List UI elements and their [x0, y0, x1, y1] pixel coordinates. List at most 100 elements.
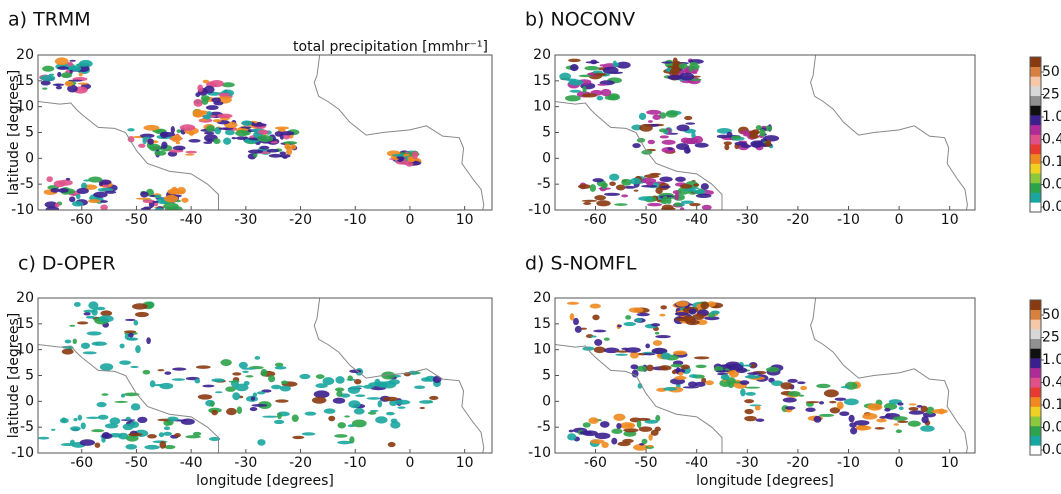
rain-cell	[206, 125, 215, 132]
rain-cell	[897, 420, 909, 423]
rain-cell	[660, 305, 667, 310]
rain-cell	[79, 439, 95, 446]
rain-cell	[695, 364, 707, 369]
rain-cell	[670, 363, 683, 368]
rain-cell	[688, 374, 699, 378]
rain-cell	[751, 142, 763, 148]
rain-cell	[740, 144, 752, 148]
rain-cell	[291, 414, 299, 422]
rain-cell	[203, 85, 215, 94]
rain-cell	[98, 315, 114, 323]
rain-cell	[393, 158, 399, 161]
colorbar-segment	[1030, 367, 1041, 378]
rain-cell	[651, 323, 661, 327]
y-tick-label: 10	[533, 99, 551, 115]
rain-cell	[206, 111, 212, 116]
rain-cell	[686, 148, 691, 154]
rain-cell	[69, 59, 76, 62]
rain-cell	[641, 438, 648, 444]
rain-cell	[678, 63, 688, 69]
x-tick-label: -60	[584, 212, 607, 228]
rain-cell	[205, 105, 219, 111]
rain-cell	[667, 147, 674, 151]
rain-cell	[390, 421, 401, 429]
colorbar-label: 0.40	[1042, 132, 1061, 148]
rain-cell	[209, 79, 224, 88]
colorbar-segment	[1030, 377, 1041, 388]
colorbar-segment	[1030, 202, 1041, 213]
y-tick-label: 15	[533, 316, 551, 332]
rain-cell	[694, 142, 709, 148]
rain-cell	[692, 189, 706, 194]
rain-cell	[645, 343, 651, 349]
rain-cell	[564, 95, 581, 102]
rain-cell	[280, 131, 295, 136]
rain-cell	[800, 385, 808, 391]
rain-cell	[139, 133, 155, 138]
rain-cell	[262, 415, 278, 418]
rain-cell	[621, 194, 629, 198]
rain-cell	[125, 434, 139, 442]
rain-cell	[683, 188, 697, 192]
rain-cell	[67, 84, 78, 93]
colorbar-segment	[1030, 182, 1041, 193]
colorbar-label: 1.00	[1042, 352, 1061, 368]
y-tick-label: -10	[528, 445, 551, 461]
rain-cell	[614, 203, 628, 206]
rain-cell	[908, 406, 919, 411]
y-tick-label: 5	[25, 125, 34, 141]
rain-cell	[897, 402, 904, 406]
rain-cell	[86, 331, 102, 336]
rain-cell	[679, 184, 693, 189]
rain-cell	[80, 422, 86, 430]
rain-cell	[755, 125, 762, 131]
rain-cell	[127, 128, 135, 132]
rain-cell	[603, 347, 620, 354]
rain-cell	[585, 61, 600, 64]
rain-cell	[235, 129, 249, 137]
rain-cell	[299, 373, 311, 380]
y-tick-label: 5	[25, 368, 34, 384]
colorbar-label: 50.00	[1042, 307, 1061, 323]
rain-cell	[879, 415, 888, 419]
rain-cell	[724, 144, 730, 151]
rain-cell	[601, 441, 609, 448]
y-tick-label: -5	[20, 419, 34, 435]
rain-cell	[257, 129, 269, 135]
rain-cell	[403, 153, 410, 157]
rain-cell	[256, 391, 266, 395]
rain-cell	[148, 143, 161, 152]
rain-cell	[679, 207, 685, 210]
rain-cell	[170, 186, 178, 195]
rain-cell	[716, 134, 730, 139]
rain-cell	[224, 129, 235, 136]
colorbar-segment	[1030, 435, 1041, 446]
rain-cell	[662, 195, 668, 202]
rain-cell	[170, 134, 182, 143]
rain-cell	[241, 367, 256, 370]
rain-cell	[663, 387, 678, 391]
rain-cell	[322, 377, 335, 386]
rain-cell	[658, 128, 668, 133]
rain-cell	[840, 385, 851, 389]
rain-cell	[645, 418, 651, 421]
rain-cell	[577, 184, 591, 189]
x-tick-label: -50	[635, 212, 658, 228]
rain-cell	[212, 119, 222, 123]
rain-cell	[348, 400, 361, 409]
rain-cell	[143, 124, 160, 131]
rain-cell	[744, 375, 761, 379]
rain-cell	[797, 381, 806, 385]
rain-cell	[60, 72, 73, 79]
rain-cell	[128, 332, 134, 338]
rain-cell	[163, 431, 172, 436]
rain-cell	[249, 406, 258, 412]
rain-cell	[129, 421, 140, 428]
rain-cell	[279, 154, 291, 158]
x-tick-label: -20	[289, 455, 312, 471]
x-tick-label: -30	[234, 455, 257, 471]
rain-cell	[100, 204, 108, 210]
rain-cell	[631, 369, 639, 378]
rain-cell	[98, 179, 112, 185]
rain-cell	[366, 397, 382, 400]
